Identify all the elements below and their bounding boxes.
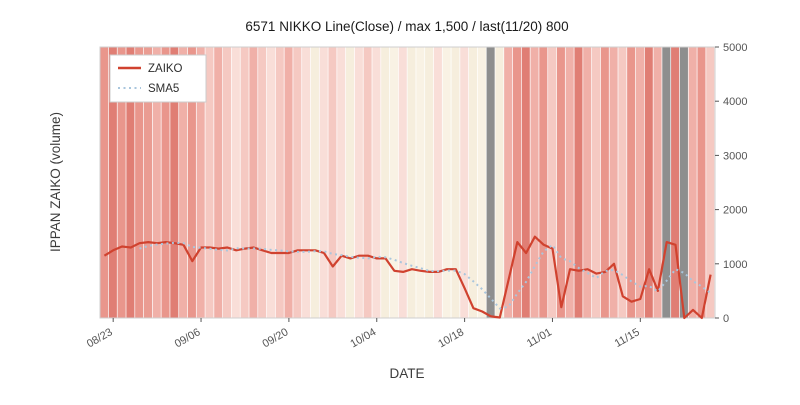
day-band (556, 47, 565, 318)
day-band (319, 47, 328, 318)
day-band (688, 47, 697, 318)
day-band (337, 47, 346, 318)
x-tick-label: 11/15 (613, 326, 642, 350)
day-band (249, 47, 258, 318)
y-tick-label: 2000 (723, 205, 747, 217)
series-lines (103, 235, 712, 320)
y-axis-label: IPPAN ZAIKO (volume) (48, 112, 63, 252)
day-band (495, 47, 504, 318)
day-band (486, 47, 495, 318)
day-band (504, 47, 513, 318)
day-band (451, 47, 460, 318)
y-tick-label: 5000 (723, 42, 747, 54)
day-band (548, 47, 557, 318)
day-band (618, 47, 627, 318)
x-tick-label: 09/20 (261, 326, 291, 350)
day-band (214, 47, 223, 318)
day-band (381, 47, 390, 318)
background-day-bands (100, 47, 715, 318)
day-band (310, 47, 319, 318)
x-tick-label: 08/23 (85, 326, 115, 350)
day-band (574, 47, 583, 318)
day-band (539, 47, 548, 318)
legend: ZAIKO SMA5 (109, 54, 207, 103)
day-band (100, 47, 109, 318)
day-band (635, 47, 645, 318)
day-band (706, 47, 715, 318)
day-band (223, 47, 232, 318)
day-band (161, 47, 170, 318)
day-band (196, 47, 205, 318)
day-band (205, 47, 214, 318)
day-band (152, 47, 161, 318)
day-band (126, 47, 135, 318)
day-band (679, 47, 688, 318)
day-band (671, 47, 680, 318)
day-band (179, 47, 188, 318)
day-band (354, 47, 363, 318)
plot-border (99, 46, 716, 319)
day-band (240, 47, 249, 318)
day-band (108, 47, 117, 318)
day-band (389, 47, 399, 318)
day-band (170, 47, 179, 318)
day-band (662, 47, 671, 318)
day-band (653, 47, 662, 318)
day-band (135, 47, 144, 318)
y-tick-label: 0 (723, 313, 729, 325)
day-band (407, 47, 416, 318)
chart-title: 6571 NIKKO Line(Close) / max 1,500 / las… (245, 19, 568, 34)
day-band (363, 47, 372, 318)
day-band (117, 47, 126, 318)
day-band (416, 47, 425, 318)
day-band (293, 47, 302, 318)
y-tick-label: 4000 (723, 96, 747, 108)
x-tick-label: 09/06 (173, 326, 203, 350)
day-band (425, 47, 434, 318)
day-band (583, 47, 592, 318)
day-band (328, 47, 337, 318)
day-band (302, 47, 311, 318)
day-band (530, 47, 539, 318)
day-band (512, 47, 522, 318)
day-band (644, 47, 653, 318)
legend-zaiko-label: ZAIKO (148, 63, 183, 75)
day-band (697, 47, 706, 318)
day-band (521, 47, 530, 318)
x-axis-ticks: 08/23 09/06 09/20 10/04 10/18 11/01 11/15 (85, 318, 642, 350)
day-band (275, 47, 284, 318)
day-band (477, 47, 486, 318)
day-band (433, 47, 442, 318)
y-tick-label: 1000 (723, 259, 747, 271)
day-band (231, 47, 240, 318)
day-band (187, 47, 196, 318)
day-band (258, 47, 267, 318)
y-axis-ticks: 0 1000 2000 3000 4000 5000 (715, 42, 747, 325)
day-band (346, 47, 355, 318)
day-band (266, 47, 276, 318)
day-band (460, 47, 469, 318)
x-tick-label: 10/18 (436, 326, 466, 350)
day-band (469, 47, 478, 318)
day-band (565, 47, 574, 318)
day-band (284, 47, 293, 318)
day-band (600, 47, 609, 318)
day-band (398, 47, 407, 318)
x-tick-label: 10/04 (348, 326, 378, 350)
day-band (609, 47, 618, 318)
y-tick-label: 3000 (723, 150, 747, 162)
day-band (627, 47, 636, 318)
legend-box (109, 54, 207, 103)
day-band (372, 47, 381, 318)
day-band (592, 47, 601, 318)
x-tick-label: 11/01 (525, 326, 554, 350)
day-band (143, 47, 153, 318)
legend-sma5-label: SMA5 (148, 83, 179, 95)
x-axis-label: DATE (389, 366, 424, 381)
day-band (442, 47, 451, 318)
